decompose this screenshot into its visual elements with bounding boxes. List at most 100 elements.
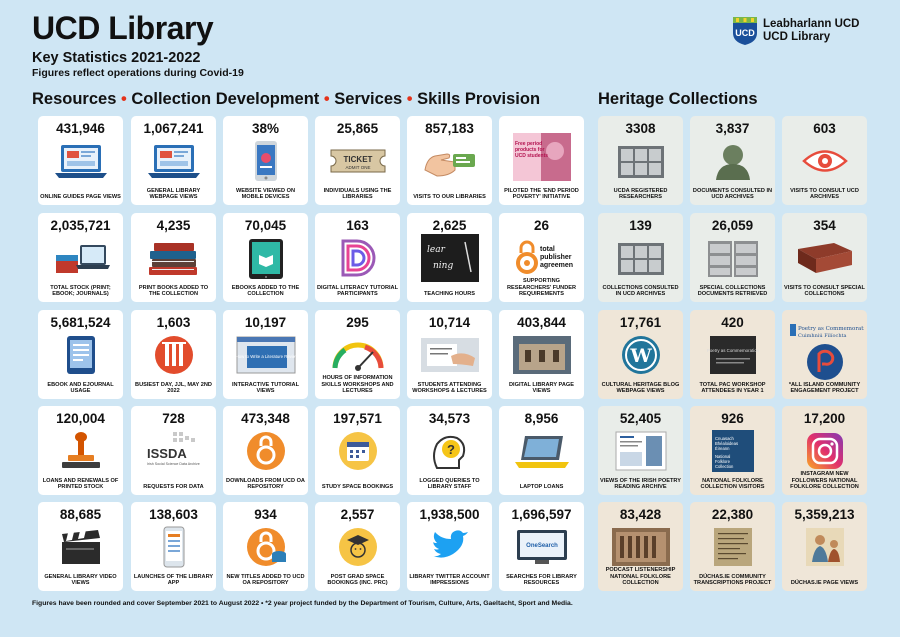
twitter-icon bbox=[419, 526, 481, 568]
svg-text:Free period: Free period bbox=[515, 141, 542, 147]
bust-statue-icon bbox=[702, 140, 764, 182]
stat-card: 138,603 LAUNCHES OF THE LIBRARY APP bbox=[131, 502, 216, 591]
page-subtitle: Key Statistics 2021-2022 bbox=[32, 50, 201, 66]
question-head-icon: ? bbox=[419, 430, 481, 472]
stat-label: WEBSITE VIEWED ON MOBILE DEVICES bbox=[235, 187, 296, 201]
heritage-card: 22,380 DÚCHAS.IE COMMUNITY TRANSCRIPTIONS… bbox=[690, 502, 775, 591]
stat-value: 4,235 bbox=[156, 218, 191, 233]
library-app-icon bbox=[143, 526, 205, 568]
stat-card: 2,035,721 TOTAL STOCK (PRINT; EBOOK; JOUR… bbox=[38, 213, 123, 302]
ucd-crest-icon: UCD bbox=[733, 17, 757, 45]
stat-label: SPECIAL COLLECTIONS DOCUMENTS RETRIEVED bbox=[697, 284, 768, 298]
stat-label: UCDA REGISTERED RESEARCHERS bbox=[613, 187, 668, 201]
stat-card: 10,714 STUDENTS ATTENDING WORKSHOPS & LEC… bbox=[407, 310, 492, 399]
stat-card: 197,571 STUDY SPACE BOOKINGS bbox=[315, 406, 400, 495]
stat-value: 26,059 bbox=[711, 218, 754, 233]
stat-value: 10,197 bbox=[244, 315, 287, 330]
stat-label: NATIONAL FOLKLORE COLLECTION VISITORS bbox=[700, 477, 765, 491]
svg-text:TICKET: TICKET bbox=[343, 155, 372, 164]
svg-text:ning: ning bbox=[433, 261, 453, 271]
section-heritage-collections: Heritage Collections bbox=[598, 90, 758, 108]
heritage-card: 603 VISITS TO CONSULT UCD ARCHIVES bbox=[782, 116, 867, 205]
stat-value: 420 bbox=[721, 315, 744, 330]
period-poster-icon: Free period products for UCD students bbox=[503, 126, 581, 188]
folklore-banner-icon: Cnuasach Bhéaloideas Éireann National Folklo… bbox=[702, 430, 764, 472]
stat-label: TEACHING HOURS bbox=[424, 291, 475, 298]
section-collection-development: Collection Development bbox=[131, 90, 320, 108]
stat-value: 139 bbox=[629, 218, 652, 233]
old-book-icon bbox=[794, 237, 856, 279]
pac-poster-icon: Poetry as Commemoration bbox=[702, 334, 764, 376]
stat-label: EBOOK AND EJOURNAL USAGE bbox=[47, 381, 114, 395]
svg-text:ISSDA: ISSDA bbox=[147, 446, 187, 461]
stat-label: LOANS AND RENEWALS OF PRINTED STOCK bbox=[42, 477, 119, 491]
oa-database-icon bbox=[235, 526, 297, 568]
stat-value: 3308 bbox=[625, 121, 656, 136]
svg-text:Poetry as Commemoration: Poetry as Commemoration bbox=[706, 348, 759, 353]
stat-label: COLLECTIONS CONSULTED IN UCD ARCHIVES bbox=[602, 284, 679, 298]
heritage-card: 139 COLLECTIONS CONSULTED IN UCD ARCHIVES bbox=[598, 213, 683, 302]
stat-label: DIGITAL LITERACY TUTORIAL PARTICIPANTS bbox=[317, 284, 399, 298]
stat-card: 8,956 LAPTOP LOANS bbox=[499, 406, 584, 495]
stat-value: 70,045 bbox=[244, 218, 287, 233]
section-heading-main: Resources • Collection Development • Ser… bbox=[32, 90, 540, 109]
stat-label: LOGGED QUERIES TO LIBRARY STAFF bbox=[419, 477, 480, 491]
stat-value: 1,067,241 bbox=[143, 121, 204, 136]
archive-boxes-icon bbox=[610, 140, 672, 182]
stat-label: GENERAL LIBRARY VIDEO VIEWS bbox=[44, 573, 117, 587]
manuscript-icon bbox=[702, 526, 764, 568]
digital-d-icon bbox=[327, 237, 389, 279]
stat-card: 163 DIGITAL LITERACY TUTORIAL PARTICIPANT… bbox=[315, 213, 400, 302]
book-stack-icon bbox=[143, 237, 205, 279]
stat-card: 1,067,241 GENERAL LIBRARY WEBPAGE VIEWS bbox=[131, 116, 216, 205]
stat-card: 5,681,524 EBOOK AND EJOURNAL USAGE bbox=[38, 310, 123, 399]
stat-card: 857,183 VISITS TO OUR LIBRARIES bbox=[407, 116, 492, 205]
stat-label: LAPTOP LOANS bbox=[519, 484, 564, 491]
stat-value: 197,571 bbox=[333, 411, 382, 426]
heritage-card: 354 VISITS TO CONSULT SPECIAL COLLECTIONS bbox=[782, 213, 867, 302]
stat-card: 34,573? LOGGED QUERIES TO LIBRARY STAFF bbox=[407, 406, 492, 495]
stat-card: 38% WEBSITE VIEWED ON MOBILE DEVICES bbox=[223, 116, 308, 205]
heritage-card: 5,359,213 DÚCHAS.IE PAGE VIEWS bbox=[782, 502, 867, 591]
stat-card: 934 NEW TITLES ADDED TO UCD OA REPOSITORY bbox=[223, 502, 308, 591]
stat-card: 1,696,597 OneSearch SEARCHES FOR LIBRARY R… bbox=[499, 502, 584, 591]
stat-value: 5,681,524 bbox=[50, 315, 111, 330]
stat-value: 431,946 bbox=[56, 121, 105, 136]
svg-text:UCD students: UCD students bbox=[515, 153, 548, 159]
stat-value: 1,696,597 bbox=[511, 507, 572, 522]
heritage-card: 26,059 SPECIAL COLLECTIONS DOCUMENTS RETR… bbox=[690, 213, 775, 302]
stat-card: 2,557 POST GRAD SPACE BOOKINGS (INC. PRC) bbox=[315, 502, 400, 591]
graduate-icon bbox=[327, 526, 389, 568]
stat-card: 10,197 How to Write a Literature Review IN… bbox=[223, 310, 308, 399]
open-access-lock-icon bbox=[235, 430, 297, 472]
svg-text:Éireann: Éireann bbox=[715, 446, 730, 451]
svg-text:Cuimhniú Filíochta: Cuimhniú Filíochta bbox=[798, 332, 847, 339]
svg-text:Irish Social Science Data Arch: Irish Social Science Data Archive bbox=[147, 462, 200, 466]
svg-text:How to Write a Literature Revi: How to Write a Literature Review bbox=[235, 354, 296, 359]
stat-label: VISITS TO CONSULT UCD ARCHIVES bbox=[790, 187, 859, 201]
stat-card: 403,844 DIGITAL LIBRARY PAGE VIEWS bbox=[499, 310, 584, 399]
stat-label: EBOOKS ADDED TO THE COLLECTION bbox=[231, 284, 300, 298]
illustration-icon bbox=[794, 526, 856, 568]
clapperboard-icon bbox=[50, 526, 112, 568]
stat-value: 934 bbox=[254, 507, 277, 522]
stat-value: 88,685 bbox=[59, 507, 102, 522]
stat-label: TOTAL STOCK (PRINT; EBOOK; JOURNALS) bbox=[50, 284, 111, 298]
ucd-library-logo: UCD Leabharlann UCD UCD Library bbox=[732, 16, 860, 46]
stat-value: 295 bbox=[346, 315, 369, 330]
onesearch-icon: OneSearch bbox=[511, 526, 573, 568]
section-skills-provision: Skills Provision bbox=[417, 90, 541, 108]
stat-value: 83,428 bbox=[619, 507, 662, 522]
stat-label: SEARCHES FOR LIBRARY RESOURCES bbox=[506, 573, 577, 587]
instagram-icon bbox=[794, 430, 856, 472]
heritage-card: Poetry as CommemorationCuimhniú Filíocht… bbox=[782, 310, 867, 399]
stat-label: INDIVIDUALS USING THE LIBRARIES bbox=[323, 187, 392, 201]
stat-label: PODCAST LISTENERSHIP NATIONAL FOLKLORE C… bbox=[605, 567, 676, 587]
stat-value: 163 bbox=[346, 218, 369, 233]
archive-shelves-icon bbox=[610, 237, 672, 279]
stat-value: 120,004 bbox=[56, 411, 105, 426]
stat-label: CULTURAL HERITAGE BLOG WEBPAGE VIEWS bbox=[601, 381, 680, 395]
stat-value: 603 bbox=[813, 121, 836, 136]
svg-text:agreements: agreements bbox=[540, 262, 573, 269]
stat-label: DÚCHAS.IE COMMUNITY TRANSCRIPTIONS PROJE… bbox=[693, 573, 772, 587]
